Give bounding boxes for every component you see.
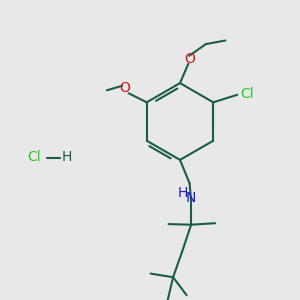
Text: O: O	[119, 81, 130, 94]
Text: O: O	[184, 52, 195, 66]
Text: H: H	[178, 186, 188, 200]
Text: Cl: Cl	[241, 87, 254, 101]
Text: N: N	[186, 191, 196, 205]
Text: H: H	[61, 150, 72, 164]
Text: Cl: Cl	[28, 150, 41, 164]
